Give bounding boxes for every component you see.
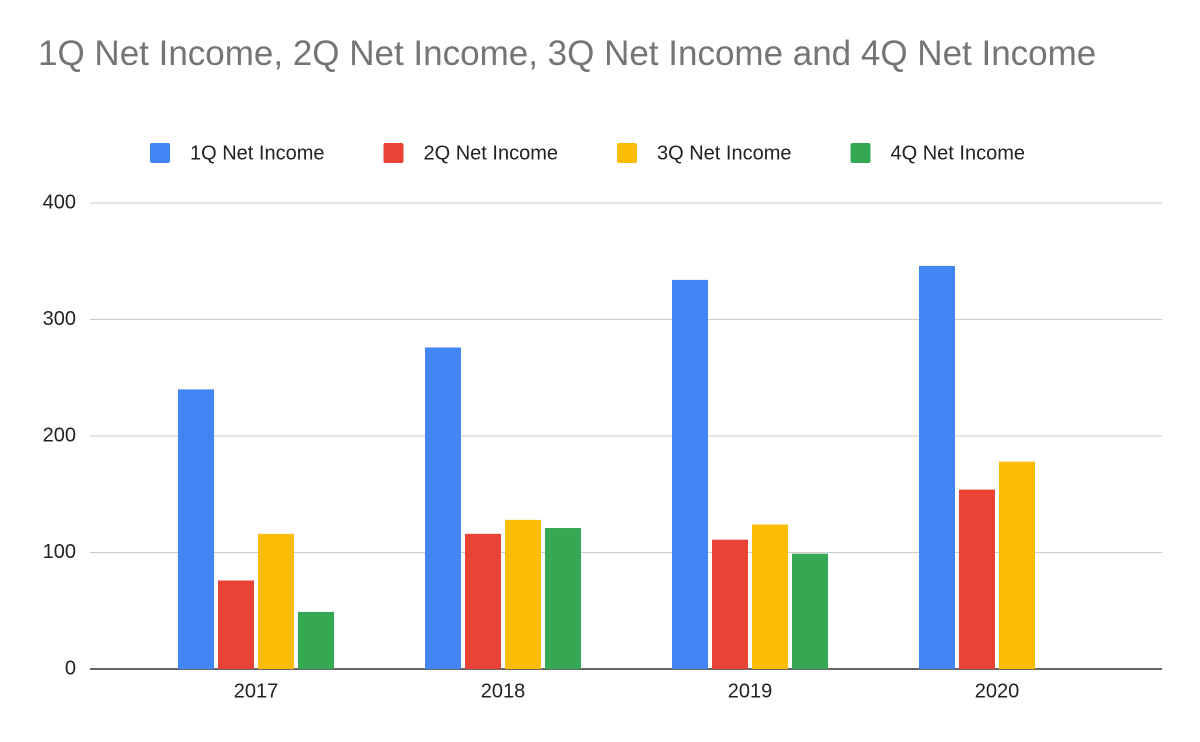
legend-label: 4Q Net Income	[891, 142, 1026, 164]
legend-label: 2Q Net Income	[424, 142, 559, 164]
y-tick-label: 0	[65, 657, 76, 679]
y-tick-label: 200	[43, 424, 76, 446]
bar	[425, 347, 461, 669]
bar	[258, 533, 294, 669]
y-tick-label: 400	[43, 191, 76, 213]
bar	[178, 389, 214, 669]
bar	[298, 611, 334, 669]
x-tick-label: 2018	[481, 680, 526, 702]
bar	[712, 539, 748, 669]
legend-label: 3Q Net Income	[657, 142, 792, 164]
x-tick-label: 2017	[234, 680, 279, 702]
bar	[465, 533, 501, 669]
x-tick-label: 2019	[728, 680, 773, 702]
bar	[792, 553, 828, 669]
legend-swatch	[617, 143, 637, 163]
y-tick-label: 300	[43, 308, 76, 330]
bar	[505, 519, 541, 669]
bar	[672, 279, 708, 669]
bar	[919, 265, 955, 669]
bar	[218, 580, 254, 669]
bar	[752, 524, 788, 669]
chart-title: 1Q Net Income, 2Q Net Income, 3Q Net Inc…	[38, 34, 1097, 73]
legend-swatch	[850, 143, 871, 163]
y-tick-label: 100	[43, 541, 76, 563]
bar	[999, 461, 1035, 669]
legend-label: 1Q Net Income	[190, 142, 325, 164]
x-tick-label: 2020	[975, 680, 1020, 702]
bar	[959, 489, 995, 669]
legend-swatch	[383, 143, 404, 163]
bar	[545, 528, 581, 669]
legend-swatch	[150, 143, 170, 163]
